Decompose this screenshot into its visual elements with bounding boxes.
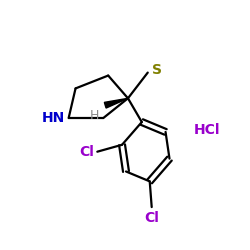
Polygon shape: [104, 98, 128, 108]
Text: Cl: Cl: [144, 211, 159, 225]
Text: H: H: [90, 109, 99, 122]
Text: HCl: HCl: [194, 123, 221, 137]
Text: Cl: Cl: [80, 145, 94, 159]
Text: HN: HN: [42, 111, 65, 125]
Text: S: S: [152, 62, 162, 76]
